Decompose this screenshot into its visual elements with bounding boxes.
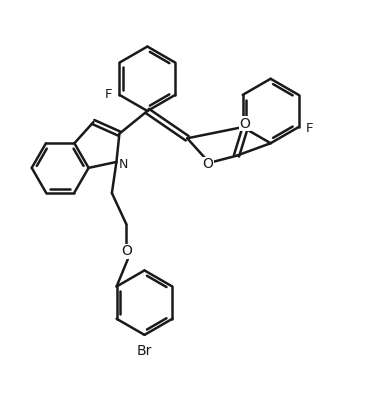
- Text: F: F: [105, 88, 113, 101]
- Text: Br: Br: [137, 344, 152, 358]
- Text: O: O: [202, 157, 214, 171]
- Text: O: O: [240, 116, 250, 130]
- Text: N: N: [118, 158, 128, 171]
- Text: O: O: [121, 244, 132, 259]
- Text: F: F: [305, 122, 313, 135]
